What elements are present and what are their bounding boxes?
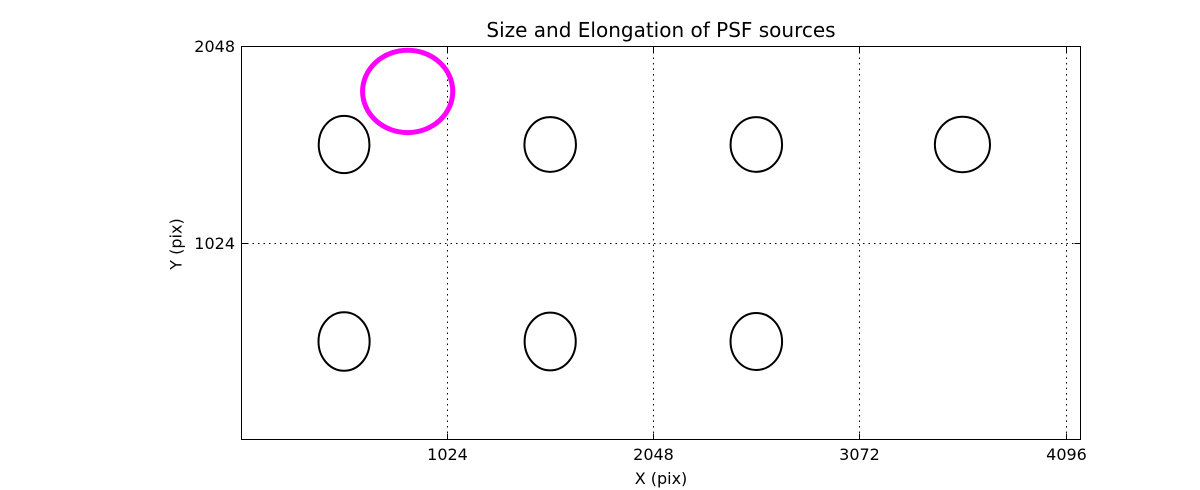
psf-sources-ellipse <box>933 115 992 174</box>
psf-sources-ellipse <box>729 312 784 371</box>
psf-sources-ellipse <box>523 116 577 173</box>
y-tick-label: 2048 <box>194 37 235 56</box>
highlighted-source-ellipse <box>360 47 456 136</box>
chart-title: Size and Elongation of PSF sources <box>486 18 836 42</box>
y-tick-label: 1024 <box>194 234 235 253</box>
x-tick-label: 1024 <box>427 445 468 464</box>
y-axis-label: Y (pix) <box>166 218 186 270</box>
psf-sources-ellipse <box>317 114 371 175</box>
x-tick-label: 2048 <box>633 445 674 464</box>
psf-sources-ellipse <box>317 311 371 372</box>
psf-sources-ellipse <box>729 116 784 173</box>
x-axis-label: X (pix) <box>634 469 688 488</box>
psf-sources-ellipse <box>523 311 577 372</box>
x-tick-label: 4096 <box>1046 445 1087 464</box>
x-tick-label: 3072 <box>839 445 880 464</box>
